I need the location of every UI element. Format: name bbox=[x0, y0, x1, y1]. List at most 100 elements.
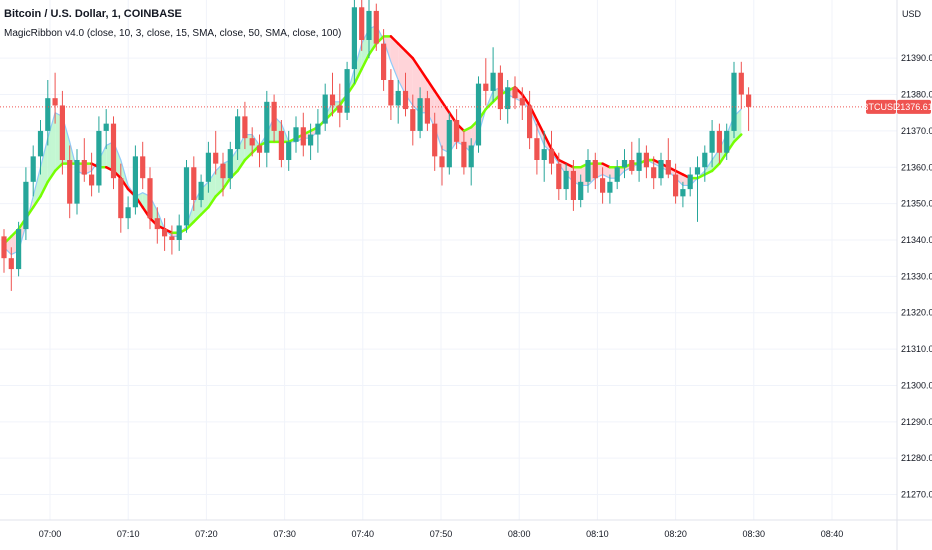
ribbon-line bbox=[2, 35, 743, 245]
candle bbox=[665, 138, 671, 179]
candle-body bbox=[556, 163, 562, 190]
candle bbox=[658, 152, 664, 186]
y-tick-label: 21390.00 bbox=[901, 53, 932, 63]
ribbon-line-segment bbox=[732, 133, 743, 144]
candle-body bbox=[395, 90, 401, 106]
candle bbox=[563, 163, 569, 200]
candle bbox=[446, 112, 452, 175]
candle bbox=[585, 149, 591, 193]
candle-body bbox=[505, 87, 511, 110]
candle-body bbox=[125, 207, 131, 219]
ribbon-fill-segment bbox=[390, 36, 399, 80]
x-tick-label: 07:50 bbox=[430, 529, 453, 539]
ribbon-line-segment bbox=[214, 187, 225, 198]
ribbon-line-segment bbox=[433, 89, 444, 104]
candle bbox=[118, 163, 124, 233]
candle-body bbox=[329, 94, 336, 106]
candle bbox=[643, 145, 649, 179]
candle bbox=[169, 225, 175, 255]
y-tick-label: 21270.00 bbox=[901, 490, 932, 500]
price-tag: BTCUSD 21376.61 bbox=[862, 99, 932, 114]
candle-body bbox=[694, 167, 701, 175]
candle bbox=[724, 123, 730, 160]
candle-body bbox=[169, 236, 175, 240]
x-tick-label: 08:30 bbox=[743, 529, 766, 539]
ribbon-line-segment bbox=[703, 169, 714, 176]
candle bbox=[468, 138, 474, 186]
candle-body bbox=[461, 141, 467, 168]
ribbon-line-segment bbox=[199, 206, 210, 216]
candle-body bbox=[738, 72, 744, 95]
candle bbox=[8, 247, 14, 291]
candle-body bbox=[198, 181, 204, 200]
ribbon-line-segment bbox=[411, 56, 422, 71]
candle bbox=[687, 167, 693, 197]
candle-body bbox=[446, 120, 452, 168]
candle bbox=[103, 109, 109, 150]
candle-body bbox=[220, 163, 226, 179]
x-tick-label: 08:40 bbox=[821, 529, 844, 539]
price-axis[interactable]: 21270.00 21280.00 21290.00 21300.00 21310.00… bbox=[901, 53, 932, 499]
candle-body bbox=[724, 130, 730, 153]
candle-body bbox=[585, 160, 591, 182]
candle-body bbox=[570, 170, 576, 200]
currency-label: USD bbox=[902, 9, 922, 19]
ribbon-fill-segment bbox=[40, 138, 48, 197]
candle-body bbox=[746, 94, 752, 107]
candle-body bbox=[147, 178, 153, 219]
candle-body bbox=[52, 98, 58, 106]
candle-body bbox=[89, 174, 95, 186]
candle bbox=[694, 156, 701, 222]
candle-body bbox=[96, 130, 102, 186]
price-tag-symbol: BTCUSD bbox=[862, 102, 900, 112]
candle bbox=[337, 83, 343, 128]
ribbon-fill-segment bbox=[354, 43, 362, 84]
candle bbox=[147, 167, 153, 230]
candle bbox=[424, 90, 430, 131]
candle-body bbox=[534, 138, 540, 160]
candle bbox=[534, 123, 540, 175]
symbol-title[interactable]: Bitcoin / U.S. Dollar, 1, COINBASE bbox=[4, 8, 182, 20]
candle-body bbox=[483, 83, 489, 91]
candle-body bbox=[512, 87, 518, 99]
candle-body bbox=[45, 98, 51, 131]
candle-body bbox=[578, 181, 584, 200]
candle bbox=[475, 76, 482, 153]
candle-body bbox=[388, 80, 394, 106]
candle bbox=[592, 152, 598, 190]
candle bbox=[629, 141, 635, 175]
candle bbox=[140, 141, 146, 190]
ribbon-line-segment bbox=[696, 173, 707, 180]
y-tick-label: 21380.00 bbox=[901, 90, 932, 100]
candle-body bbox=[242, 116, 248, 139]
candle-body bbox=[271, 101, 277, 131]
candle-body bbox=[475, 83, 482, 146]
candle-body bbox=[59, 105, 65, 160]
candle-body bbox=[67, 160, 73, 204]
time-axis[interactable]: 07:00 07:10 07:20 07:30 07:40 07:50 08:00 08:10… bbox=[39, 529, 844, 539]
candle bbox=[680, 181, 686, 208]
candle-body bbox=[132, 156, 138, 208]
ribbon-fill-segment bbox=[47, 112, 56, 182]
candle bbox=[541, 130, 547, 182]
candle bbox=[132, 145, 138, 215]
candle bbox=[154, 207, 160, 244]
ribbon-line-segment bbox=[564, 162, 575, 169]
ribbon-line-segment bbox=[39, 180, 50, 198]
candle bbox=[344, 61, 350, 120]
candle bbox=[286, 130, 292, 171]
ribbon-line-segment bbox=[710, 162, 721, 173]
candle-body bbox=[249, 138, 255, 146]
y-tick-label: 21370.00 bbox=[901, 126, 932, 136]
candle-body bbox=[417, 98, 423, 131]
candle bbox=[220, 152, 226, 197]
candle bbox=[461, 130, 467, 175]
x-tick-label: 07:30 bbox=[273, 529, 296, 539]
x-tick-label: 07:10 bbox=[117, 529, 140, 539]
candle bbox=[702, 145, 708, 182]
candle-body bbox=[256, 145, 263, 153]
ribbon-line-segment bbox=[535, 118, 546, 136]
indicator-label[interactable]: MagicRibbon v4.0 (close, 10, 3, close, 1… bbox=[4, 28, 342, 39]
ribbon-line-segment bbox=[404, 49, 415, 60]
